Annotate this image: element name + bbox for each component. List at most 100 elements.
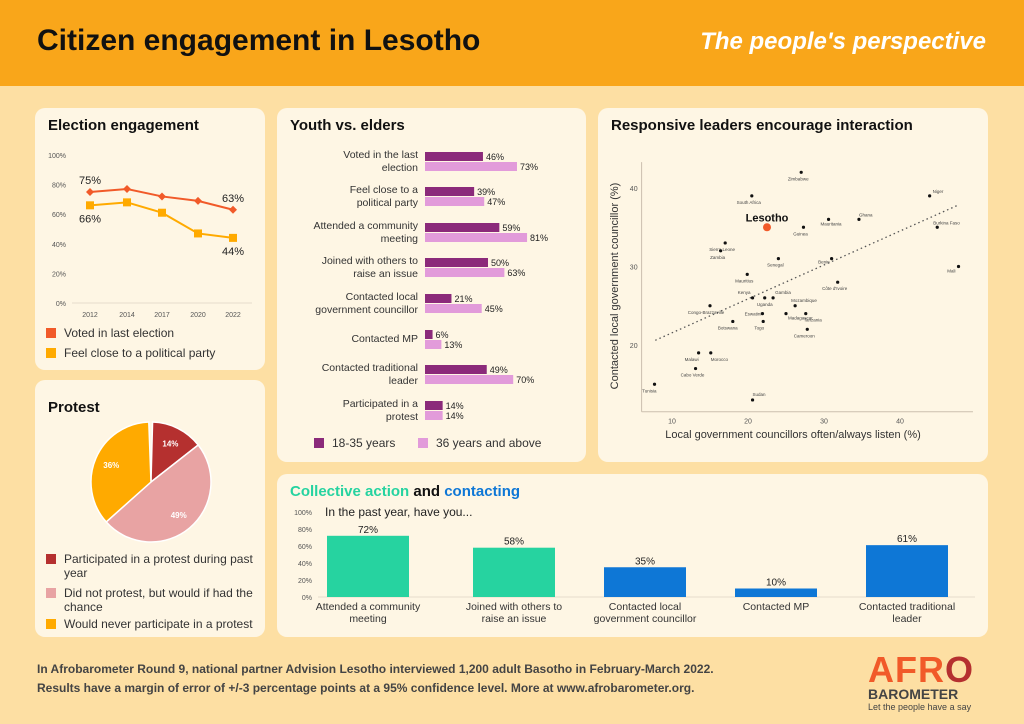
category-label: Feel close to a xyxy=(350,184,418,196)
bar xyxy=(866,545,948,597)
y-tick-label: 40 xyxy=(630,186,638,193)
protest-title: Protest xyxy=(48,399,100,416)
legend-voted: Voted in last election xyxy=(46,326,174,340)
scatter-point-label: Cameroon xyxy=(794,333,816,338)
bar-elders xyxy=(425,340,442,349)
scatter-point xyxy=(750,194,754,198)
category-label: Attended a community xyxy=(316,601,421,613)
x-tick-label: 2014 xyxy=(119,312,135,319)
y-tick-label: 80% xyxy=(298,527,312,534)
scatter-point-label: Niger xyxy=(933,189,944,194)
logo-tagline: Let the people have a say xyxy=(868,702,972,712)
scatter-point xyxy=(776,257,781,261)
legend-would-protest: Did not protest, but would if had the ch… xyxy=(46,586,256,614)
title-contacting: contacting xyxy=(444,483,521,500)
data-label: 44% xyxy=(222,246,244,258)
category-label: Contacted local xyxy=(346,291,418,303)
logo-barometer: BAROMETER xyxy=(868,686,959,702)
scatter-point-label: Malawi xyxy=(685,357,699,362)
data-point-party xyxy=(123,198,131,207)
bar-youth xyxy=(425,294,452,303)
x-tick-label: 30 xyxy=(820,419,828,426)
bar-value-label: 50% xyxy=(491,258,509,268)
footer-line-1: In Afrobarometer Round 9, national partn… xyxy=(37,662,714,676)
y-tick-label: 20 xyxy=(630,343,638,350)
header-banner: Citizen engagement in Lesotho The people… xyxy=(0,0,1024,86)
data-point-party xyxy=(86,201,94,210)
category-label: leader xyxy=(389,375,419,387)
scatter-point xyxy=(793,304,797,308)
bar-value-label: 35% xyxy=(635,556,655,567)
scatter-point-label: Kenya xyxy=(738,290,751,295)
legend-swatch xyxy=(46,348,56,358)
scatter-point xyxy=(745,272,749,276)
scatter-point xyxy=(804,312,808,316)
afrobarometer-logo: AFRO BAROMETER Let the people have a say xyxy=(868,652,998,713)
bar-youth xyxy=(425,401,443,410)
pie-slice-label: 49% xyxy=(171,511,187,520)
trendline xyxy=(655,204,959,341)
y-tick-label: 60% xyxy=(298,544,312,551)
scatter-point-label: Mali xyxy=(947,269,955,274)
category-label: Contacted traditional xyxy=(859,601,955,613)
bar-youth xyxy=(425,223,500,232)
bar-value-label: 14% xyxy=(446,411,464,421)
bar xyxy=(473,547,555,597)
scatter-point-label: Madagascar xyxy=(788,316,813,321)
data-point-party xyxy=(229,233,237,242)
scatter-point xyxy=(826,217,831,221)
data-point-party xyxy=(158,208,166,217)
bar-elders xyxy=(425,375,514,384)
legend-swatch xyxy=(418,438,428,448)
category-label: government councillor xyxy=(315,304,418,316)
bar-youth xyxy=(425,258,488,267)
collective-caption: In the past year, have you... xyxy=(325,505,473,519)
data-label: 75% xyxy=(79,175,101,187)
scatter-point xyxy=(799,170,803,174)
x-tick-label: 20 xyxy=(744,419,752,426)
x-tick-label: 2012 xyxy=(82,312,98,319)
x-tick-label: 40 xyxy=(896,419,904,426)
election-title: Election engagement xyxy=(48,117,199,134)
scatter-point-label: Benin xyxy=(818,260,830,265)
x-tick-label: 2022 xyxy=(225,312,241,319)
scatter-point xyxy=(709,351,713,355)
legend-never-protest: Would never participate in a protest xyxy=(46,617,256,631)
scatter-point xyxy=(784,312,788,316)
x-tick-label: 2017 xyxy=(154,312,170,319)
bar-youth xyxy=(425,330,433,339)
scatter-point xyxy=(697,351,701,355)
y-tick-label: 100% xyxy=(48,153,66,160)
scatter-point xyxy=(836,280,840,284)
scatter-point xyxy=(935,225,939,229)
category-label: leader xyxy=(892,613,922,625)
scatter-point-label: Burkina Faso xyxy=(933,220,960,225)
logo-afro: AFR xyxy=(868,649,945,690)
page-title: Citizen engagement in Lesotho xyxy=(37,24,481,57)
bar xyxy=(604,567,686,597)
bar-elders xyxy=(425,233,528,242)
bar-elders xyxy=(425,304,482,313)
data-point-voted xyxy=(158,192,166,201)
category-label: raise an issue xyxy=(482,613,547,625)
scatter-point-label: Mauritania xyxy=(821,221,843,226)
scatter-point-label: Togo xyxy=(754,325,764,330)
legend-label: 36 years and above xyxy=(436,436,542,450)
scatter-point-label: Congo-Brazzaville xyxy=(688,310,725,315)
page-subtitle: The people's perspective xyxy=(700,28,986,55)
y-tick-label: 0% xyxy=(302,595,312,602)
scatter-point-label: Eswatini xyxy=(745,312,762,317)
bar-youth xyxy=(425,187,475,196)
category-label: Joined with others to xyxy=(466,601,562,613)
pie-slice-label: 36% xyxy=(103,461,119,470)
y-tick-label: 20% xyxy=(52,271,66,278)
category-label: Contacted traditional xyxy=(322,362,418,374)
legend-elders: 36 years and above xyxy=(418,436,541,450)
bar xyxy=(327,535,409,597)
y-tick-label: 80% xyxy=(52,183,66,190)
category-label: meeting xyxy=(349,613,387,625)
category-label: Voted in the last xyxy=(343,149,418,161)
scatter-point-label: Ghana xyxy=(859,212,873,217)
scatter-point-label: Tanzania xyxy=(804,318,823,323)
y-tick-label: 20% xyxy=(298,578,312,585)
